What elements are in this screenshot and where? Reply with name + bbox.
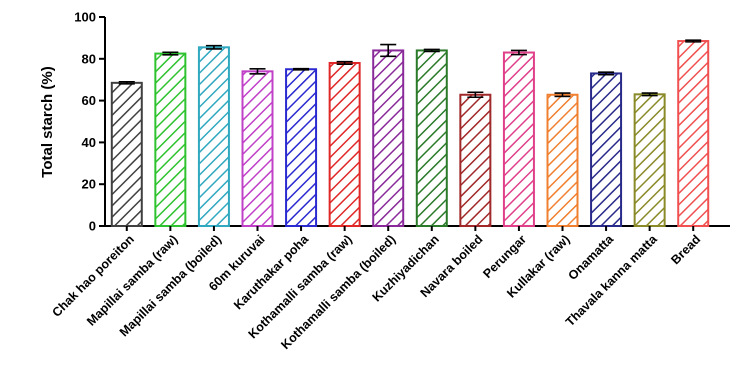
bar <box>633 93 666 227</box>
bar <box>110 81 143 227</box>
error-bar <box>423 48 440 53</box>
x-tick-label: Karuthakar poha <box>231 231 312 312</box>
error-bar <box>641 92 658 97</box>
error-bar <box>162 51 179 56</box>
y-tick-label: 40 <box>82 135 96 150</box>
error-bar <box>598 71 615 76</box>
error-bar <box>118 80 135 85</box>
y-tick-label: 80 <box>82 51 96 66</box>
bar <box>459 93 492 227</box>
bar <box>590 72 623 228</box>
error-bar <box>510 49 527 56</box>
bar <box>328 61 361 228</box>
bar <box>546 93 579 227</box>
bar <box>154 52 187 228</box>
error-bar <box>205 44 222 50</box>
bar <box>372 49 405 227</box>
y-tick-label: 60 <box>82 93 96 108</box>
y-tick-label: 20 <box>82 177 96 192</box>
error-bar <box>336 60 353 66</box>
error-bar <box>380 43 397 58</box>
x-tick-label: Chak hao poreiton <box>49 232 136 319</box>
bars <box>110 39 710 231</box>
y-tick-label: 0 <box>89 219 96 234</box>
error-bar <box>685 39 702 43</box>
bar <box>241 70 274 227</box>
bar <box>197 46 230 228</box>
bar <box>285 68 318 227</box>
error-bar <box>249 68 266 75</box>
y-tick-label: 100 <box>74 10 96 25</box>
error-bar <box>554 92 571 98</box>
x-tick-label: Bread <box>668 232 703 267</box>
error-bar <box>467 91 484 99</box>
bar <box>415 49 448 227</box>
bar <box>677 40 710 227</box>
bar <box>502 51 535 227</box>
y-axis-title: Total starch (%) <box>39 66 56 177</box>
error-bar <box>293 67 310 71</box>
